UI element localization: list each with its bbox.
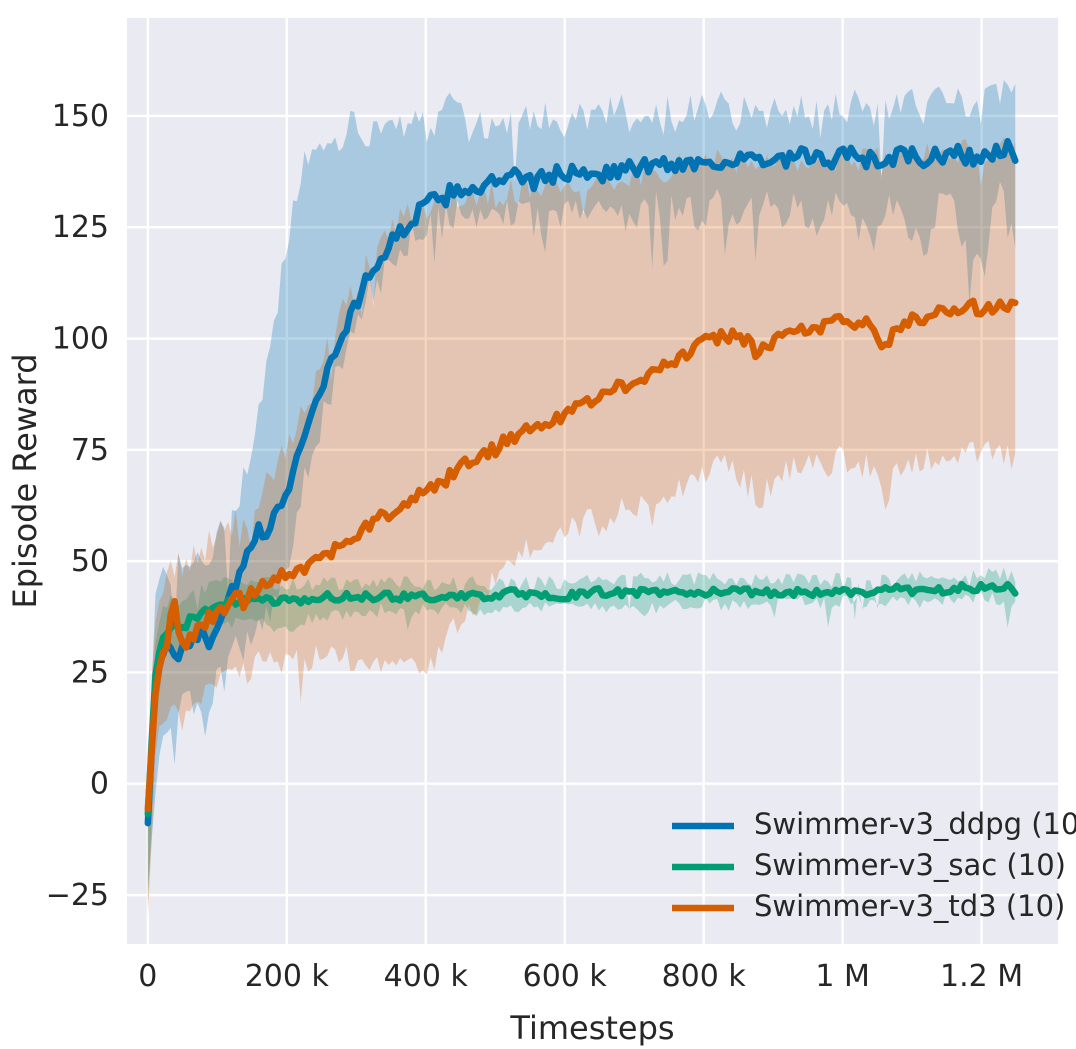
gridlines xyxy=(127,18,1058,944)
line-Swimmer-v3_td3 (10) xyxy=(144,297,1019,813)
x-tick-label: 400 k xyxy=(384,959,469,994)
y-tick-label: 150 xyxy=(52,99,109,134)
y-tick-label: 100 xyxy=(52,322,109,357)
y-axis-label: Episode Reward xyxy=(6,353,44,608)
x-tick-label: 600 k xyxy=(523,959,608,994)
x-tick-label: 0 xyxy=(138,959,157,994)
y-tick-label: 25 xyxy=(71,655,109,690)
legend-label: Swimmer-v3_sac (10) xyxy=(754,848,1066,882)
y-tick-label: 0 xyxy=(90,767,109,802)
legend-label: Swimmer-v3_ddpg (10) xyxy=(754,807,1076,841)
x-tick-label: 1.2 M xyxy=(940,959,1023,994)
line-Swimmer-v3_ddpg (10) xyxy=(144,137,1019,827)
x-axis-tick-labels: 0 200 k 400 k 600 k 800 k 1 M 1.2 M xyxy=(138,959,1023,994)
legend-label: Swimmer-v3_td3 (10) xyxy=(754,889,1065,923)
y-tick-label: 50 xyxy=(71,544,109,579)
y-axis-tick-labels: −25 0 25 50 75 100 125 150 xyxy=(46,99,109,913)
series-lines xyxy=(144,137,1019,827)
y-tick-label: −25 xyxy=(46,878,109,913)
y-tick-label: 75 xyxy=(71,433,109,468)
x-tick-label: 800 k xyxy=(662,959,747,994)
line-Swimmer-v3_sac (10) xyxy=(144,580,1019,818)
chart-legend: Swimmer-v3_ddpg (10) Swimmer-v3_sac (10) S… xyxy=(672,807,1076,923)
x-tick-label: 200 k xyxy=(245,959,330,994)
y-tick-label: 125 xyxy=(52,210,109,245)
x-axis-label: Timesteps xyxy=(509,1009,674,1047)
x-tick-label: 1 M xyxy=(815,959,870,994)
